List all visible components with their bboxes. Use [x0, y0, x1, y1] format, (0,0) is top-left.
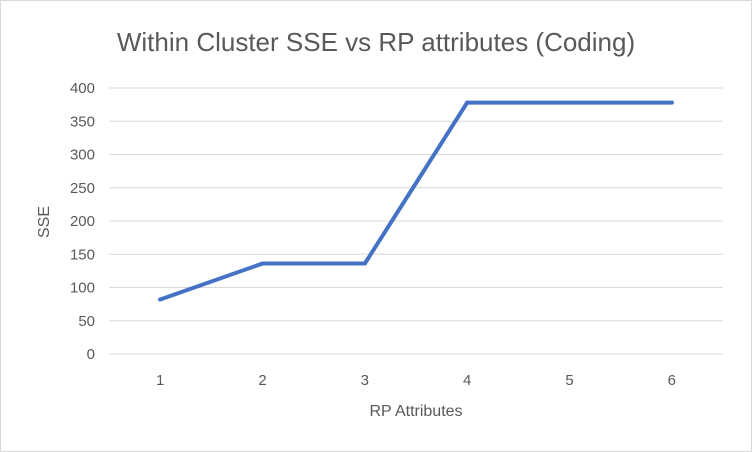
x-tick-label: 6: [668, 372, 676, 389]
y-tick-label: 300: [70, 147, 95, 164]
x-tick-label: 3: [361, 372, 369, 389]
y-tick-label: 400: [70, 80, 95, 97]
x-tick-label: 2: [258, 372, 266, 389]
gridlines: [109, 87, 723, 355]
data-point: [669, 100, 674, 105]
x-axis-ticks: 1 2 3 4 5 6: [156, 372, 676, 389]
series-line: [158, 100, 674, 302]
data-point: [465, 100, 470, 105]
x-tick-label: 1: [156, 372, 164, 389]
data-point: [567, 100, 572, 105]
x-tick-label: 5: [565, 372, 573, 389]
y-tick-label: 150: [70, 246, 95, 263]
y-tick-label: 0: [87, 346, 95, 363]
data-point: [260, 261, 265, 266]
data-point: [362, 261, 367, 266]
chart-title: Within Cluster SSE vs RP attributes (Cod…: [117, 27, 635, 57]
y-tick-label: 50: [78, 313, 95, 330]
y-tick-label: 200: [70, 213, 95, 230]
x-axis-title: RP Attributes: [369, 403, 462, 420]
x-tick-label: 4: [463, 372, 471, 389]
y-tick-label: 250: [70, 180, 95, 197]
y-tick-label: 350: [70, 113, 95, 130]
data-point: [158, 297, 163, 302]
series-layer: [158, 100, 674, 302]
y-axis-title: SSE: [36, 206, 53, 238]
y-axis-ticks: 0 50 100 150 200 250 300 350 400: [70, 80, 95, 363]
y-tick-label: 100: [70, 280, 95, 297]
